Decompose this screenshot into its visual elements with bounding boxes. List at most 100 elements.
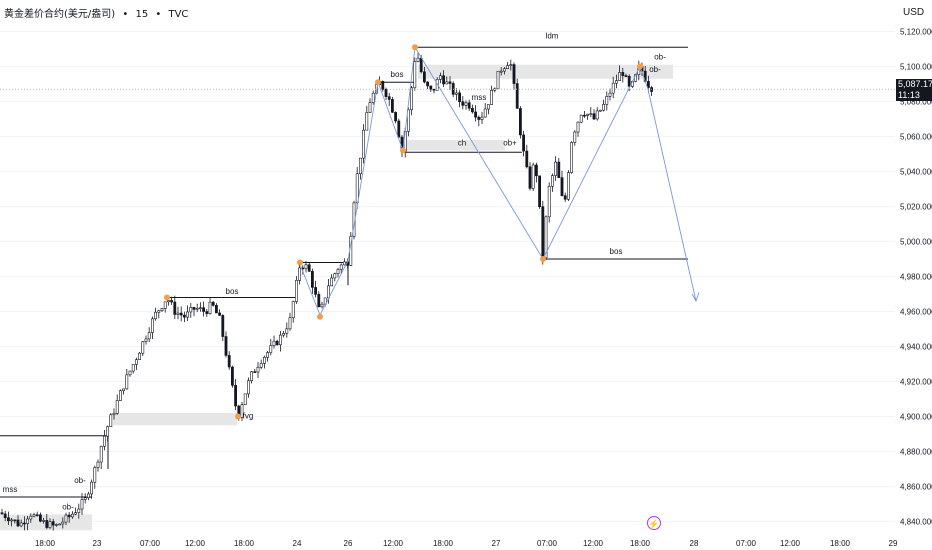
candle-body xyxy=(144,338,148,342)
candle-body xyxy=(16,519,20,527)
pivot-dot xyxy=(317,313,323,320)
x-tick-label: 12:00 xyxy=(383,539,404,548)
candle-body xyxy=(445,81,449,85)
candle-body xyxy=(429,85,433,90)
x-tick-label: 18:00 xyxy=(234,539,255,548)
candle-body xyxy=(426,81,430,87)
candle-body xyxy=(250,371,254,381)
candle-body xyxy=(384,89,388,97)
symbol-name[interactable]: 黄金差价合约(美元/盎司) xyxy=(4,9,116,20)
candle-body xyxy=(103,435,106,447)
candle-body xyxy=(227,355,231,368)
candle-body xyxy=(627,75,631,87)
candle-body xyxy=(464,102,468,106)
annotation-label: ob- xyxy=(654,53,666,62)
candle-body xyxy=(106,426,110,437)
candle-body xyxy=(234,385,238,407)
y-tick-label: 4,860.000 xyxy=(900,483,932,492)
x-tick-label: 07:00 xyxy=(140,539,161,548)
y-tick-label: 5,080.000 xyxy=(900,98,932,107)
candle-body xyxy=(538,175,542,207)
candle-body xyxy=(410,87,414,111)
candle-body xyxy=(326,285,330,299)
candle-body xyxy=(7,517,10,522)
candle-body xyxy=(224,336,228,356)
lightning-icon[interactable]: ⚡ xyxy=(647,516,661,530)
last-price-tag: 5,087.171 11:13 xyxy=(896,79,932,101)
zone-box xyxy=(418,64,673,79)
candle-body xyxy=(358,157,362,175)
candle-body xyxy=(54,524,58,526)
candle-body xyxy=(512,64,516,84)
candle-body xyxy=(282,333,286,336)
candle-body xyxy=(298,267,302,281)
candle-body xyxy=(154,311,158,320)
candle-body xyxy=(611,82,615,94)
candle-body xyxy=(470,107,474,113)
candle-body xyxy=(586,113,590,116)
annotation-label: ob+ xyxy=(503,138,517,147)
candle-body xyxy=(61,521,65,525)
x-tick-label: 23 xyxy=(93,539,102,548)
candle-body xyxy=(419,57,423,73)
candle-body xyxy=(138,352,142,360)
candle-body xyxy=(624,75,628,77)
candle-body xyxy=(490,89,494,105)
candle-body xyxy=(179,312,183,316)
candle-body xyxy=(266,352,270,358)
y-tick-label: 4,880.000 xyxy=(900,448,932,457)
candle-body xyxy=(336,269,340,274)
candle-body xyxy=(448,81,452,84)
interval-label[interactable]: 15 xyxy=(135,9,149,20)
candle-body xyxy=(422,71,426,83)
annotation-label: ob- xyxy=(649,65,661,74)
candle-body xyxy=(141,341,145,354)
candle-body xyxy=(307,264,311,272)
y-tick-label: 4,940.000 xyxy=(900,343,932,352)
candle-body xyxy=(87,493,90,499)
candle-body xyxy=(317,293,321,308)
candle-body xyxy=(275,340,279,346)
candle-body xyxy=(525,150,529,168)
candle-body xyxy=(416,57,420,62)
candle-body xyxy=(598,109,602,112)
candle-body xyxy=(135,359,138,365)
candle-body xyxy=(83,497,87,500)
candle-body xyxy=(215,305,218,314)
candle-body xyxy=(474,111,478,118)
candle-body xyxy=(243,393,247,405)
candle-body xyxy=(109,414,113,427)
x-tick-label: 18:00 xyxy=(630,539,651,548)
projection-arrow xyxy=(647,89,697,302)
candle-body xyxy=(605,96,609,105)
candle-body xyxy=(368,102,372,113)
candle-body xyxy=(19,522,23,527)
candle-body xyxy=(294,280,298,302)
projection-arrowhead xyxy=(691,292,700,303)
candle-body xyxy=(365,112,369,131)
candle-body xyxy=(192,307,196,310)
candle-body xyxy=(67,514,71,518)
y-tick-label: 4,900.000 xyxy=(900,413,932,422)
symbol-header[interactable]: 黄金差价合约(美元/盎司) • 15 • TVC xyxy=(4,5,192,20)
candle-body xyxy=(122,388,126,391)
projection-path xyxy=(299,45,649,317)
candle-body xyxy=(291,301,295,319)
pivot-dot xyxy=(540,256,546,262)
candle-body xyxy=(432,88,436,91)
bar-countdown: 11:13 xyxy=(898,90,920,100)
candle-body xyxy=(461,101,465,106)
candle-body xyxy=(163,301,167,309)
x-tick-label: 26 xyxy=(344,539,353,548)
candle-body xyxy=(48,521,52,528)
x-tick-label: 29 xyxy=(889,539,898,548)
candle-body xyxy=(477,116,481,120)
candle-body xyxy=(221,315,225,337)
candle-body xyxy=(454,92,458,95)
annotation-label: ch xyxy=(458,138,466,147)
candle-body xyxy=(199,307,202,309)
candle-body xyxy=(22,522,26,525)
candle-body xyxy=(534,164,538,177)
